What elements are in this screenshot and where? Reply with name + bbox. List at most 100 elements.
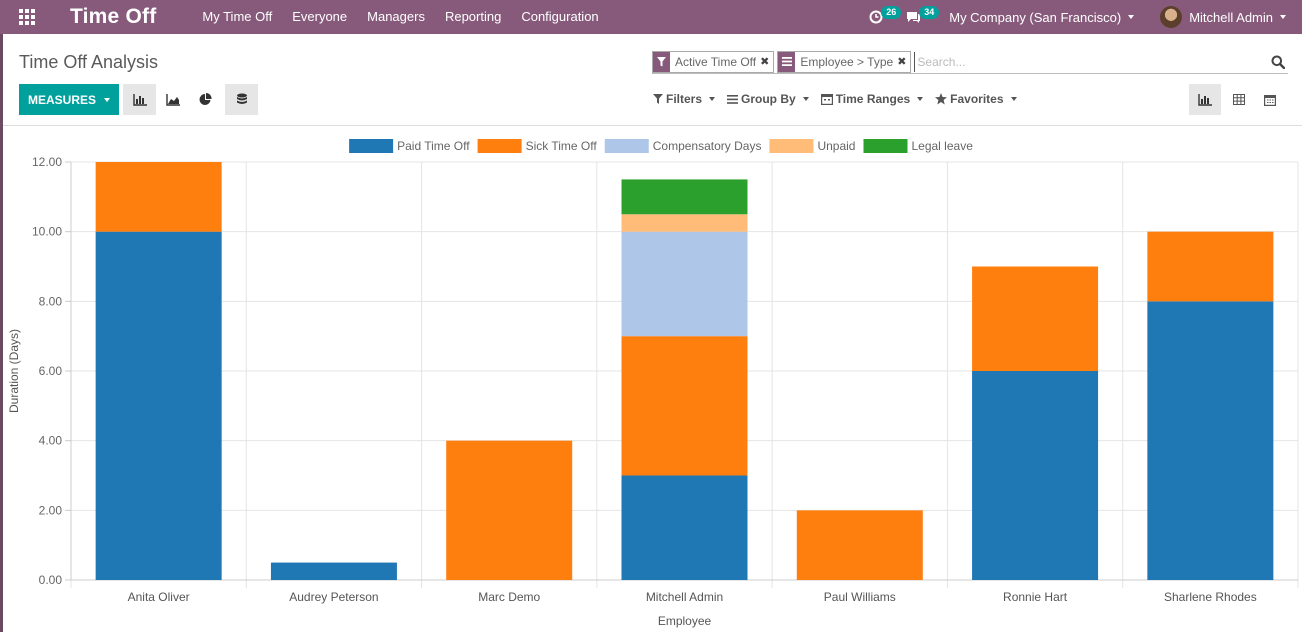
search-input[interactable] [914, 51, 1268, 72]
pivot-view-button[interactable] [1223, 84, 1255, 115]
company-name: My Company (San Francisco) [949, 9, 1122, 25]
caret-down-icon [1010, 97, 1017, 101]
y-tick-label: 8.00 [39, 294, 63, 308]
bar-segment [446, 440, 573, 580]
activities-badge: 26 [881, 6, 902, 19]
main-menu: My Time Off Everyone Managers Reporting … [192, 0, 608, 34]
area-chart-icon [165, 93, 180, 106]
calendar-icon [1264, 94, 1276, 106]
bar-segment [95, 162, 222, 232]
close-icon[interactable]: ✖ [760, 56, 770, 68]
systray: 26 34 My Company (San Francisco) Mitchel… [869, 0, 1302, 34]
legend-label: Sick Time Off [526, 139, 598, 153]
group-by-label: Group By [741, 92, 796, 106]
pie-chart-icon [199, 93, 212, 105]
bar-segment [1147, 301, 1274, 580]
x-tick-label: Sharlene Rhodes [1164, 590, 1257, 604]
app-brand[interactable]: Time Off [70, 5, 157, 28]
time-ranges-dropdown[interactable]: Time Ranges [820, 92, 924, 106]
y-tick-label: 2.00 [39, 503, 63, 517]
x-tick-label: Paul Williams [824, 590, 896, 604]
apps-menu-icon[interactable] [0, 0, 54, 34]
favorites-label: Favorites [950, 92, 1004, 106]
line-chart-mode-button[interactable] [156, 84, 189, 115]
legend-swatch [604, 139, 649, 153]
bar-chart-mode-button[interactable] [123, 84, 156, 115]
bar-segment [621, 179, 748, 215]
menu-item-my-time-off[interactable]: My Time Off [202, 9, 273, 24]
y-tick-label: 10.00 [32, 225, 62, 239]
user-menu[interactable]: Mitchell Admin [1160, 6, 1286, 28]
avatar [1160, 6, 1183, 28]
y-tick-label: 12.00 [32, 155, 62, 169]
search-options-bar: Filters Group By Time Ranges Favorites [653, 92, 1029, 106]
y-tick-label: 6.00 [39, 364, 63, 378]
bar-segment [621, 475, 748, 580]
caret-down-icon [1280, 15, 1286, 19]
favorites-dropdown[interactable]: Favorites [935, 92, 1017, 106]
caret-down-icon [709, 97, 716, 101]
menu-item-reporting[interactable]: Reporting [444, 9, 502, 24]
search-icon[interactable] [1268, 55, 1288, 69]
bar-segment [621, 231, 748, 337]
menu-item-managers[interactable]: Managers [367, 9, 425, 24]
measures-button[interactable]: MEASURES [19, 84, 119, 115]
group-by-icon [727, 94, 739, 104]
menu-item-everyone[interactable]: Everyone [292, 9, 348, 24]
control-panel-divider [3, 125, 1302, 126]
calendar-view-button[interactable] [1254, 84, 1286, 115]
close-icon[interactable]: ✖ [897, 56, 907, 68]
caret-down-icon [1128, 15, 1135, 19]
menu-item-configuration[interactable]: Configuration [521, 9, 599, 24]
search-facet-filter[interactable]: Active Time Off ✖ [652, 50, 775, 73]
legend-swatch [769, 139, 814, 153]
table-icon [1233, 94, 1245, 105]
filters-dropdown[interactable]: Filters [653, 92, 716, 106]
bar-segment [1147, 231, 1274, 302]
graph-view-button[interactable] [1189, 84, 1221, 115]
messages-button[interactable]: 34 [905, 0, 940, 34]
legend-swatch [349, 139, 394, 153]
star-icon [935, 93, 948, 105]
caret-down-icon [104, 97, 110, 102]
bar-segment [972, 371, 1099, 580]
filter-icon [653, 51, 670, 72]
bar-segment [621, 336, 748, 476]
group-by-dropdown[interactable]: Group By [727, 92, 809, 106]
group-by-icon [778, 51, 796, 72]
database-icon [236, 93, 247, 104]
caret-down-icon [917, 97, 924, 101]
caret-down-icon [802, 97, 809, 101]
measures-label: MEASURES [27, 92, 96, 107]
pie-chart-mode-button[interactable] [189, 84, 222, 115]
chat-icon [907, 12, 921, 23]
legend-swatch [863, 139, 908, 153]
search-facet-group-by[interactable]: Employee > Type ✖ [777, 50, 912, 73]
top-navbar: Time Off My Time Off Everyone Managers R… [0, 0, 1302, 34]
time-ranges-label: Time Ranges [835, 92, 911, 106]
bar-chart-icon [132, 93, 147, 106]
company-switcher[interactable]: My Company (San Francisco) [949, 9, 1135, 25]
filters-label: Filters [666, 92, 703, 106]
clock-icon [869, 10, 883, 24]
x-tick-label: Audrey Peterson [289, 590, 378, 604]
stacked-toggle-button[interactable] [225, 84, 258, 115]
y-tick-label: 0.00 [39, 573, 63, 587]
legend-swatch [477, 139, 522, 153]
legend-label: Legal leave [911, 139, 973, 153]
bar-segment [796, 510, 923, 580]
facet-label: Active Time Off [670, 51, 761, 72]
legend-label: Compensatory Days [653, 139, 762, 153]
bar-segment [95, 231, 222, 580]
y-tick-label: 4.00 [39, 434, 63, 448]
legend-label: Unpaid [817, 139, 855, 153]
activities-button[interactable]: 26 [869, 0, 902, 34]
y-axis-title: Duration (Days) [7, 329, 21, 413]
x-tick-label: Marc Demo [478, 590, 540, 604]
user-name: Mitchell Admin [1189, 9, 1273, 25]
bar-segment [621, 214, 748, 232]
stacked-bar-chart: 0.00 2.00 4.00 6.00 8.00 10.00 12.00 Anita Oliv… [7, 139, 1299, 628]
legend-label: Paid Time Off [397, 139, 470, 153]
calendar-icon [820, 93, 833, 105]
x-tick-label: Ronnie Hart [1003, 590, 1068, 604]
